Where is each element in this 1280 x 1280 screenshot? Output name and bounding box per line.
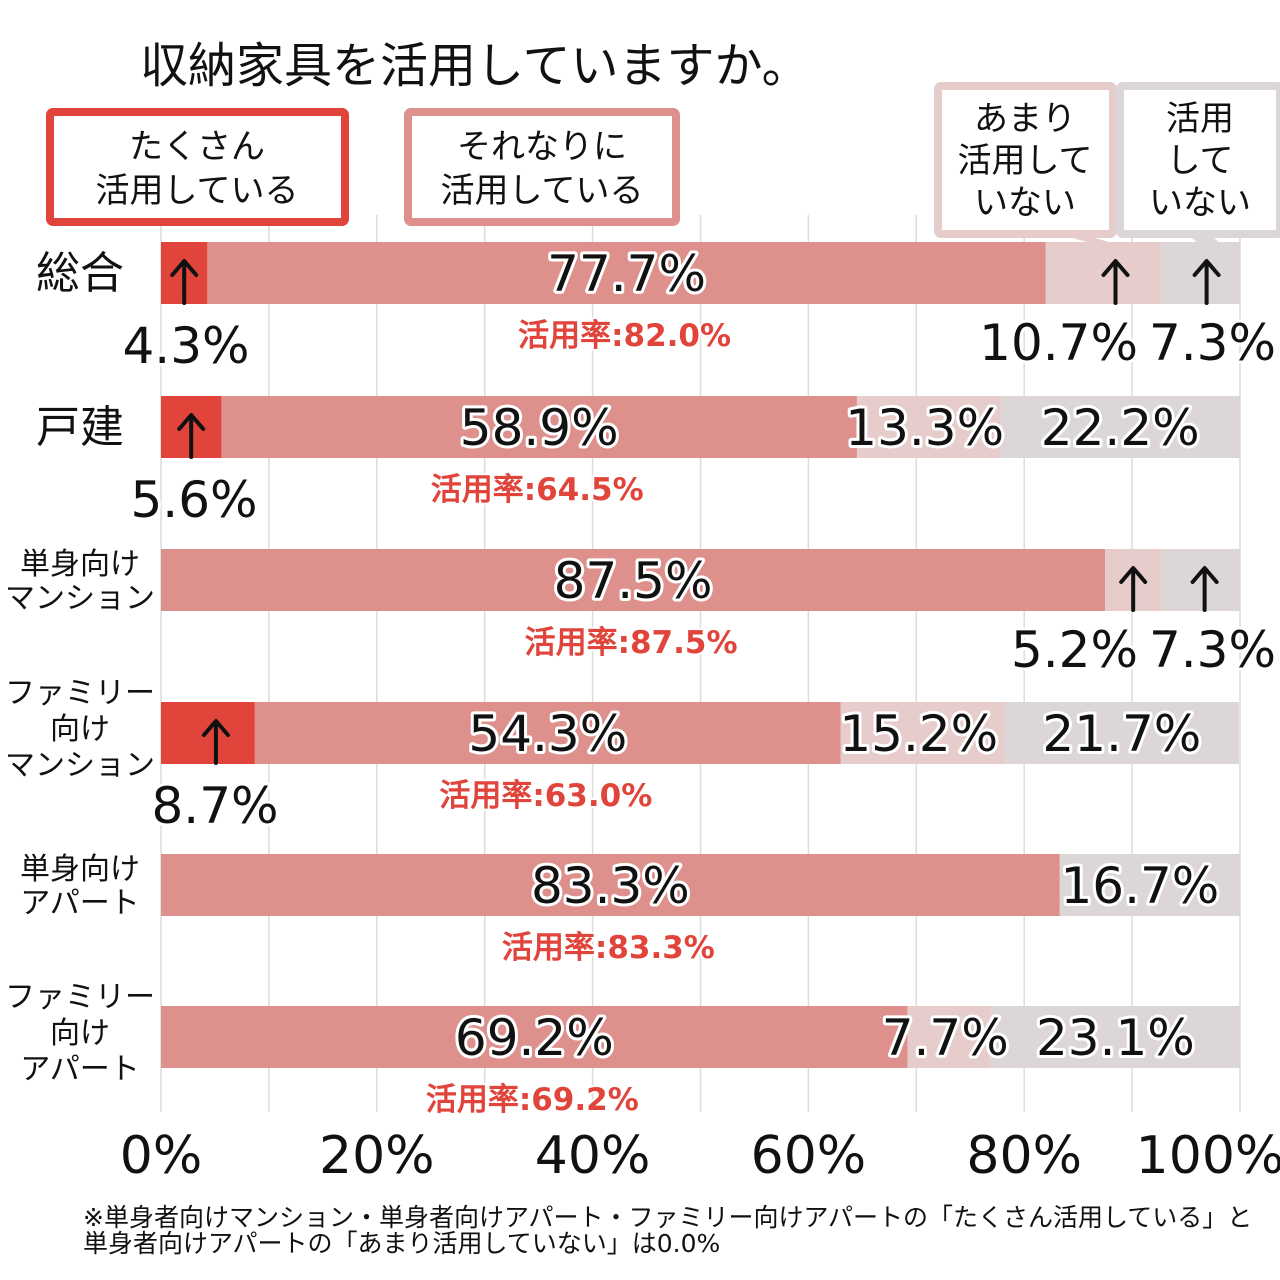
category-label-4-line-0: 単身向け xyxy=(20,852,140,887)
category-label-3-line-1: 向け xyxy=(50,712,110,747)
arrow-s3-row-2-head xyxy=(1190,566,1219,584)
legend-label-3-line-1: して xyxy=(1167,141,1234,181)
value-label-s2-row-3: 15.2% xyxy=(839,705,998,763)
value-label-s2-row-0: 10.7% xyxy=(979,314,1138,372)
bar-1-row-3 xyxy=(254,702,841,764)
legend-label-2-line-1: 活用して xyxy=(958,141,1093,181)
value-label-s2-row-5: 7.7% xyxy=(882,1009,1009,1067)
bar-3-row-3 xyxy=(1004,702,1239,764)
category-label-5-line-0: ファミリー xyxy=(5,980,155,1015)
category-label-2-line-0: 単身向け xyxy=(20,547,140,582)
usage-rate-row-3: 活用率:63.0% xyxy=(439,778,652,814)
value-label-s3-row-0: 7.3% xyxy=(1149,314,1276,372)
x-tick-label-2: 40% xyxy=(535,1126,651,1186)
value-label-s0-row-3: 8.7% xyxy=(151,777,278,835)
usage-rate-row-4: 活用率:83.3% xyxy=(502,930,715,966)
bar-3-row-2 xyxy=(1161,549,1240,611)
category-label-5-line-2: アパート xyxy=(20,1052,139,1087)
footnote-line-1: 単身者向けアパートの「あまり活用していない」は0.0% xyxy=(83,1229,720,1258)
value-label-s3-row-2: 7.3% xyxy=(1149,621,1276,679)
legend-pointer-2 xyxy=(1046,230,1112,243)
legend-pointer-3 xyxy=(1182,230,1220,243)
category-label-5-line-1: 向け xyxy=(50,1016,110,1051)
legend-label-1-line-1: 活用している xyxy=(441,171,644,211)
legend-box-1 xyxy=(404,108,680,226)
legend-label-2-line-2: いない xyxy=(974,183,1076,223)
bar-1-row-5 xyxy=(161,1006,908,1068)
category-label-4-line-1: アパート xyxy=(20,886,139,921)
value-label-s1-row-4: 83.3% xyxy=(531,857,690,915)
legend-label-2-line-0: あまり xyxy=(974,99,1076,139)
bar-3-row-0 xyxy=(1161,242,1240,304)
legend-label-3-line-2: いない xyxy=(1149,183,1251,223)
arrow-s2-row-0-head xyxy=(1101,259,1130,277)
bar-2-row-5 xyxy=(907,1006,991,1068)
bar-1-row-2 xyxy=(161,549,1106,611)
bar-1-row-4 xyxy=(161,854,1060,916)
bar-3-row-5 xyxy=(990,1006,1240,1068)
value-label-s2-row-2: 5.2% xyxy=(1011,621,1138,679)
bar-3-row-4 xyxy=(1059,854,1240,916)
arrow-s3-row-0-head xyxy=(1192,259,1221,277)
chart-title: 収納家具を活用していますか。 xyxy=(140,38,810,94)
legend-label-3-line-0: 活用 xyxy=(1166,99,1234,139)
arrow-s0-row-0-head xyxy=(170,259,199,277)
value-label-s3-row-1: 22.2% xyxy=(1041,399,1200,457)
value-label-s3-row-5: 23.1% xyxy=(1036,1009,1195,1067)
legend-label-0-line-0: たくさん xyxy=(129,127,265,167)
bar-1-row-1 xyxy=(221,396,857,458)
value-label-s1-row-3: 54.3% xyxy=(468,705,627,763)
x-tick-label-3: 60% xyxy=(751,1126,867,1186)
usage-rate-row-0: 活用率:82.0% xyxy=(518,318,731,354)
legend-box-2 xyxy=(934,82,1117,238)
category-label-1-line-0: 戸建 xyxy=(36,402,124,453)
arrow-s0-row-3-head xyxy=(201,719,230,737)
footnote-line-0: ※単身者向けマンション・単身者向けアパート・ファミリー向けアパートの「たくさん活… xyxy=(83,1203,1252,1232)
x-tick-label-5: 100% xyxy=(1136,1126,1280,1186)
usage-rate-row-2: 活用率:87.5% xyxy=(525,625,738,661)
value-label-s1-row-1: 58.9% xyxy=(460,399,619,457)
usage-rate-row-5: 活用率:69.2% xyxy=(426,1082,639,1118)
usage-rate-row-1: 活用率:64.5% xyxy=(431,472,644,508)
legend-label-0-line-1: 活用している xyxy=(96,171,299,211)
x-tick-label-0: 0% xyxy=(120,1126,203,1186)
x-tick-label-4: 80% xyxy=(966,1126,1082,1186)
bar-1-row-0 xyxy=(207,242,1046,304)
value-label-s1-row-0: 77.7% xyxy=(547,245,706,303)
legend-box-0 xyxy=(46,108,349,226)
category-label-2-line-1: マンション xyxy=(5,581,155,616)
bar-2-row-1 xyxy=(856,396,1001,458)
category-label-3-line-2: マンション xyxy=(5,748,155,783)
value-label-s3-row-4: 16.7% xyxy=(1060,857,1219,915)
arrow-s2-row-2-head xyxy=(1119,566,1148,584)
value-label-s0-row-1: 5.6% xyxy=(130,471,257,529)
category-label-0-line-0: 総合 xyxy=(36,248,124,299)
value-label-s1-row-2: 87.5% xyxy=(554,552,713,610)
bar-3-row-1 xyxy=(1000,396,1240,458)
legend-label-1-line-0: それなりに xyxy=(457,127,627,167)
bar-2-row-3 xyxy=(840,702,1005,764)
value-label-s0-row-0: 4.3% xyxy=(122,317,249,375)
x-tick-label-1: 20% xyxy=(319,1126,435,1186)
value-label-s1-row-5: 69.2% xyxy=(455,1009,614,1067)
category-label-3-line-0: ファミリー xyxy=(5,676,155,711)
value-label-s3-row-3: 21.7% xyxy=(1042,705,1201,763)
arrow-s0-row-1-head xyxy=(177,413,206,431)
value-label-s2-row-1: 13.3% xyxy=(845,399,1004,457)
